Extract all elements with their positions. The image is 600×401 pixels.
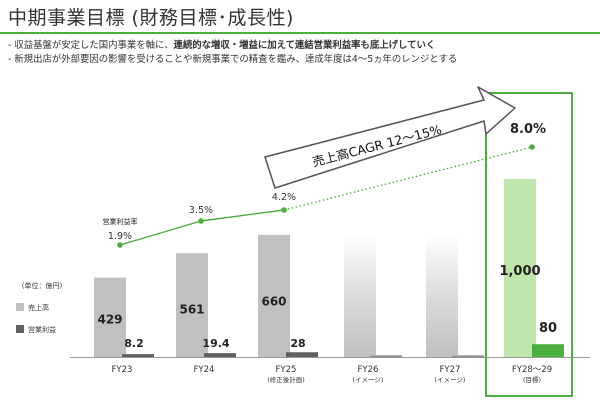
margin-label-2: 4.2% bbox=[272, 192, 296, 203]
profit-bar-fy27 bbox=[452, 355, 484, 357]
margin-point-1 bbox=[198, 218, 204, 224]
target-highlight-box bbox=[485, 92, 573, 397]
profit-bar-fy23 bbox=[122, 354, 154, 357]
margin-line-segment-2 bbox=[200, 209, 285, 222]
x-tick-label-3: FY26 bbox=[358, 365, 379, 375]
bullet-1: - 収益基盤が安定した国内事業を軸に、連続的な増収・増益に加えて連結営業利益率も… bbox=[8, 40, 436, 51]
bullet-list: - 収益基盤が安定した国内事業を軸に、連続的な増収・増益に加えて連結営業利益率も… bbox=[8, 39, 457, 67]
title-rule bbox=[0, 32, 600, 34]
x-tick-note-2: (修正後計画) bbox=[267, 375, 305, 384]
legend-swatch-revenue bbox=[16, 303, 24, 311]
x-tick-label-5: FY28～29 bbox=[512, 365, 552, 375]
margin-line-dotted bbox=[283, 146, 533, 211]
profit-label-fy25: 28 bbox=[290, 337, 305, 350]
x-tick-note-5: (目標) bbox=[523, 375, 541, 384]
page-title: 中期事業目標 (財務目標･成長性) bbox=[8, 7, 294, 29]
margin-label-1: 3.5% bbox=[189, 205, 213, 216]
x-tick-label-2: FY25 bbox=[276, 365, 297, 375]
x-tick-label-1: FY24 bbox=[194, 365, 215, 375]
revenue-label-fy23: 429 bbox=[97, 313, 122, 327]
margin-point-5 bbox=[529, 144, 535, 150]
cagr-arrow bbox=[264, 86, 516, 189]
revenue-bar-fy28～29 bbox=[504, 179, 536, 357]
x-tick-label-4: FY27 bbox=[440, 365, 461, 375]
revenue-bar-fy24 bbox=[176, 253, 208, 357]
revenue-bar-fy25 bbox=[258, 234, 290, 357]
legend-label-profit: 営業利益 bbox=[28, 325, 56, 334]
unit-label: (単位：億円) bbox=[22, 281, 63, 290]
margin-label-0: 1.9% bbox=[108, 231, 132, 242]
legend-swatch-profit bbox=[16, 325, 24, 333]
margin-line-segment-1 bbox=[119, 220, 202, 246]
margin-series-label: 営業利益率 bbox=[103, 217, 138, 226]
margin-point-2 bbox=[281, 207, 287, 213]
margin-label-5: 8.0% bbox=[510, 122, 546, 137]
profit-bar-fy26 bbox=[370, 355, 402, 357]
revenue-label-fy24: 561 bbox=[179, 302, 204, 316]
margin-point-0 bbox=[117, 242, 123, 248]
revenue-bar-fy23 bbox=[94, 277, 126, 357]
revenue-bar-fy27 bbox=[426, 234, 458, 357]
x-tick-label-0: FY23 bbox=[112, 365, 133, 375]
legend-label-revenue: 売上高 bbox=[28, 303, 49, 312]
profit-bar-fy24 bbox=[204, 353, 236, 357]
profit-label-fy23: 8.2 bbox=[124, 337, 144, 350]
revenue-label-fy28～29: 1,000 bbox=[499, 264, 540, 279]
profit-label-fy28～29: 80 bbox=[539, 321, 557, 336]
revenue-bar-fy26 bbox=[344, 234, 376, 357]
bullet-2: - 新規出店が外部要因の影響を受けることや新規事業での精査を鑑み、達成年度は4～… bbox=[8, 54, 458, 65]
profit-label-fy24: 19.4 bbox=[202, 337, 229, 350]
profit-bar-fy28～29 bbox=[532, 344, 564, 357]
x-tick-note-4: (イメージ) bbox=[435, 376, 466, 384]
x-tick-note-3: (イメージ) bbox=[353, 376, 384, 384]
revenue-label-fy25: 660 bbox=[261, 295, 286, 309]
profit-bar-fy25 bbox=[286, 352, 318, 357]
